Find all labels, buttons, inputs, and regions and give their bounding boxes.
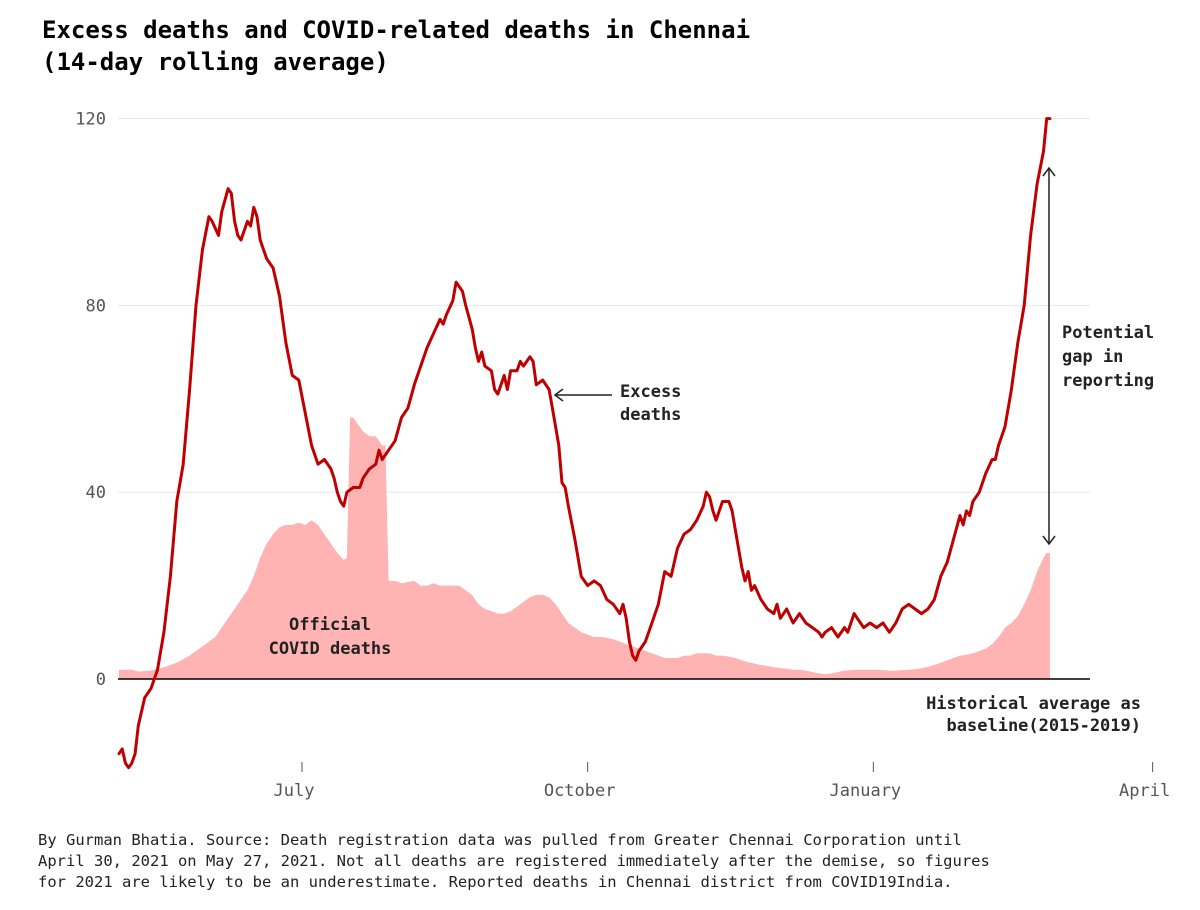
x-tick-label-october: October: [544, 781, 616, 801]
covid-deaths-area: [119, 417, 1050, 679]
x-tick-label-april: April: [1119, 781, 1170, 801]
chart-title-line-1: Excess deaths and COVID-related deaths i…: [42, 16, 751, 44]
excess-deaths-label-line-2: deaths: [620, 405, 681, 425]
source-note-line-3: for 2021 are likely to be an underestima…: [38, 873, 953, 891]
chart-svg: 0 40 80 120 July October January April Excess de…: [75, 110, 1170, 801]
gap-label-line-1: Potential: [1062, 323, 1154, 343]
y-tick-label-80: 80: [86, 296, 106, 316]
excess-deaths-line: [117, 117, 1052, 770]
covid-deaths-label-line-2: COVID deaths: [269, 639, 392, 659]
annotation-layer: Excess deaths Official COVID deaths Potentia…: [269, 166, 1154, 736]
y-tick-label-120: 120: [75, 110, 106, 130]
source-note-line-2: April 30, 2021 on May 27, 2021. Not all …: [38, 852, 990, 870]
source-note-line-1: By Gurman Bhatia. Source: Death registra…: [38, 831, 962, 849]
baseline-label-line-2: baseline(2015-2019): [947, 716, 1141, 736]
excess-line-layer: [117, 117, 1052, 770]
x-tick-label-july: July: [273, 781, 314, 801]
axis-layer: 0 40 80 120 July October January April: [75, 110, 1170, 801]
baseline-label-line-1: Historical average as: [926, 694, 1141, 714]
chart-title-line-2: (14-day rolling average): [42, 48, 389, 76]
gap-arrow-head-top: [1042, 166, 1056, 177]
source-note: By Gurman Bhatia. Source: Death registra…: [38, 830, 1178, 893]
y-tick-label-40: 40: [86, 483, 106, 503]
gap-label-line-2: gap in: [1062, 347, 1123, 367]
gap-label-line-3: reporting: [1062, 371, 1154, 391]
covid-deaths-label-line-1: Official: [289, 615, 371, 635]
excess-deaths-arrow-head: [553, 388, 564, 402]
covid-area-layer: [119, 417, 1050, 679]
y-tick-label-0: 0: [96, 670, 106, 690]
x-tick-label-january: January: [830, 781, 902, 801]
excess-deaths-label-line-1: Excess: [620, 382, 681, 402]
chart-title: Excess deaths and COVID-related deaths i…: [42, 14, 1142, 78]
gap-arrow-head-bottom: [1042, 535, 1056, 546]
grid-lines: [118, 118, 1090, 493]
